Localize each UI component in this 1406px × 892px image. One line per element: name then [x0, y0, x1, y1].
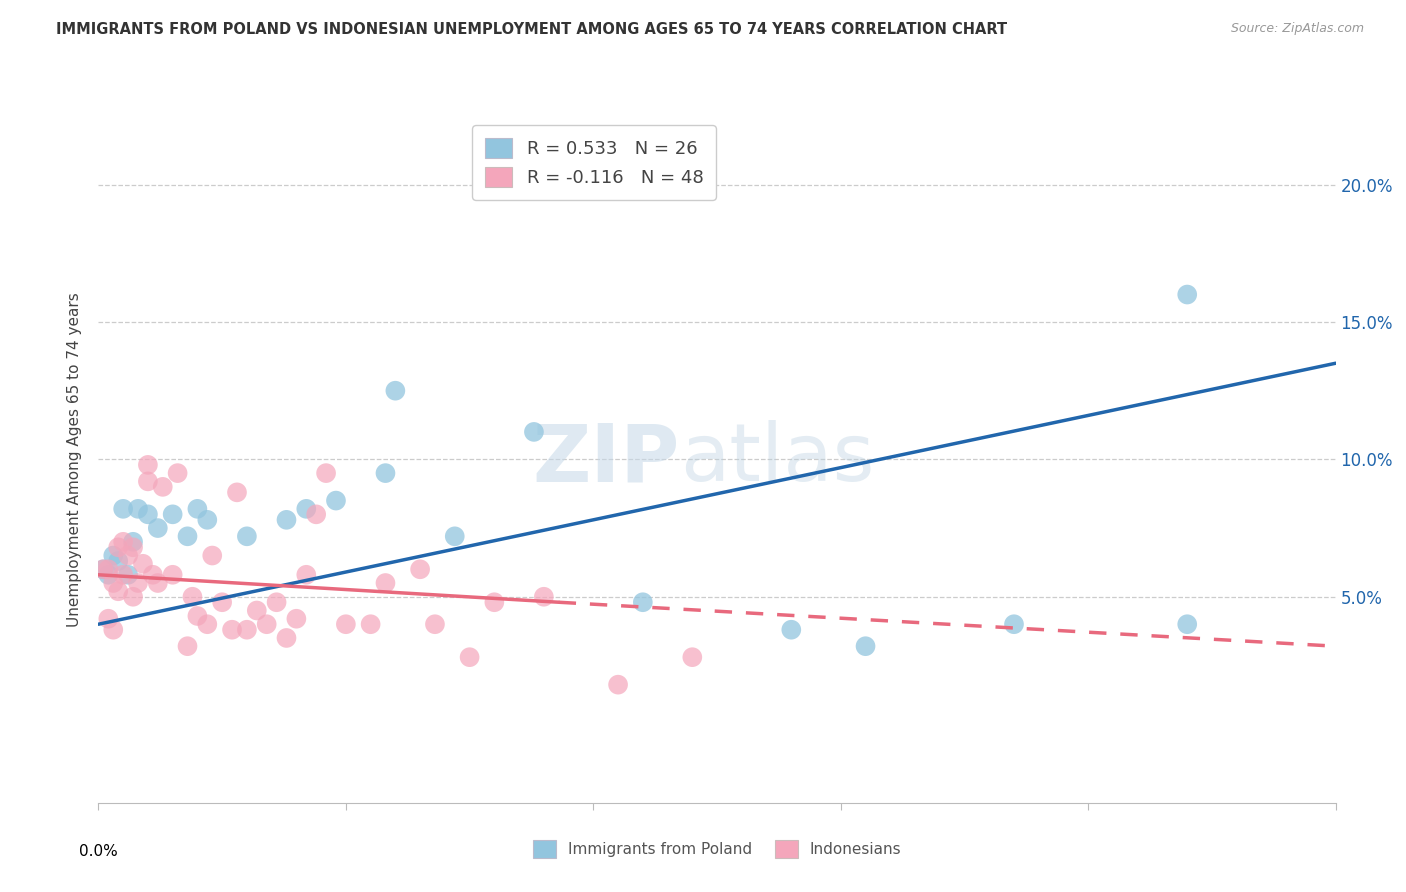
Point [266, 595, 288, 609]
Point [409, 562, 432, 576]
Point [112, 567, 135, 582]
Text: ZIP: ZIP [533, 420, 681, 499]
Point [1002, 617, 1025, 632]
Point [226, 485, 249, 500]
Point [295, 501, 318, 516]
Point [122, 590, 145, 604]
Point [780, 623, 803, 637]
Point [136, 475, 159, 489]
Point [103, 623, 125, 637]
Point [305, 508, 328, 522]
Point [195, 513, 218, 527]
Point [181, 590, 204, 604]
Point [631, 595, 654, 609]
Point [103, 576, 125, 591]
Point [107, 554, 129, 568]
Point [127, 576, 149, 591]
Point [315, 466, 337, 480]
Point [152, 480, 174, 494]
Point [142, 567, 165, 582]
Point [122, 541, 145, 555]
Point [295, 567, 318, 582]
Point [127, 501, 149, 516]
Text: Source: ZipAtlas.com: Source: ZipAtlas.com [1230, 22, 1364, 36]
Point [443, 529, 465, 543]
Text: 0.0%: 0.0% [79, 844, 118, 859]
Point [136, 458, 159, 472]
Point [117, 549, 139, 563]
Point [221, 623, 243, 637]
Point [122, 534, 145, 549]
Point [374, 576, 396, 591]
Point [136, 508, 159, 522]
Point [166, 466, 188, 480]
Point [325, 493, 347, 508]
Point [423, 617, 446, 632]
Point [335, 617, 357, 632]
Point [117, 567, 139, 582]
Y-axis label: Unemployment Among Ages 65 to 74 years: Unemployment Among Ages 65 to 74 years [67, 292, 83, 627]
Point [374, 466, 396, 480]
Point [112, 501, 135, 516]
Point [276, 513, 298, 527]
Point [1175, 617, 1198, 632]
Point [107, 541, 129, 555]
Point [384, 384, 406, 398]
Point [458, 650, 481, 665]
Point [1175, 287, 1198, 301]
Text: IMMIGRANTS FROM POLAND VS INDONESIAN UNEMPLOYMENT AMONG AGES 65 TO 74 YEARS CORR: IMMIGRANTS FROM POLAND VS INDONESIAN UNE… [56, 22, 1007, 37]
Point [176, 529, 198, 543]
Point [162, 567, 184, 582]
Point [285, 612, 308, 626]
Point [484, 595, 506, 609]
Point [176, 639, 198, 653]
Point [246, 603, 269, 617]
Point [607, 678, 630, 692]
Point [186, 501, 208, 516]
Point [211, 595, 233, 609]
Point [256, 617, 278, 632]
Point [103, 549, 125, 563]
Point [97, 562, 120, 576]
Point [201, 549, 224, 563]
Point [195, 617, 218, 632]
Point [855, 639, 877, 653]
Point [146, 521, 169, 535]
Point [681, 650, 703, 665]
Point [146, 576, 169, 591]
Point [97, 612, 120, 626]
Point [360, 617, 382, 632]
Point [162, 508, 184, 522]
Text: atlas: atlas [681, 420, 875, 499]
Point [112, 534, 135, 549]
Point [236, 623, 259, 637]
Point [132, 557, 155, 571]
Legend: Immigrants from Poland, Indonesians: Immigrants from Poland, Indonesians [526, 834, 908, 863]
Point [93, 562, 115, 576]
Point [107, 584, 129, 599]
Point [93, 562, 115, 576]
Point [523, 425, 546, 439]
Point [533, 590, 555, 604]
Point [276, 631, 298, 645]
Point [236, 529, 259, 543]
Point [97, 567, 120, 582]
Point [186, 609, 208, 624]
